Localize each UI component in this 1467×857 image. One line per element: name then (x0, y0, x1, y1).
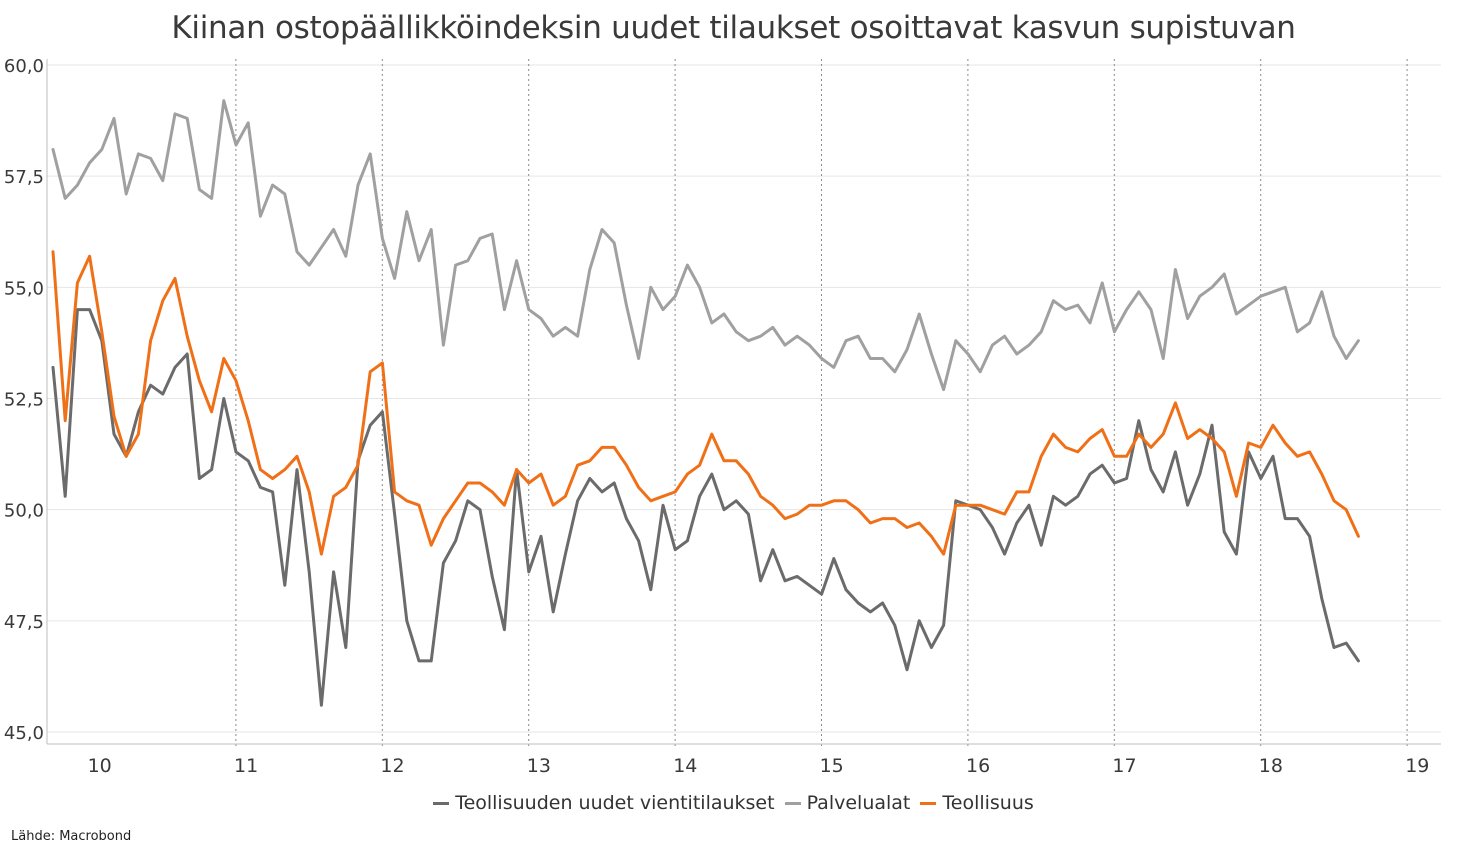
y-tick-label: 55,0 (4, 278, 44, 299)
x-tick-label: 17 (1112, 755, 1136, 777)
chart-title: Kiinan ostopäällikköindeksin uudet tilau… (171, 10, 1296, 46)
legend-label: Teollisuus (942, 792, 1034, 814)
y-tick-label: 50,0 (4, 501, 44, 522)
legend-item: Teollisuus (920, 792, 1034, 814)
y-tick-label: 47,5 (4, 612, 44, 633)
x-tick-label: 12 (380, 755, 404, 777)
legend-swatch (920, 801, 937, 805)
series-lines (51, 99, 1360, 707)
series-line (51, 99, 1360, 392)
series-line (51, 308, 1360, 707)
x-tick-label: 19 (1405, 755, 1429, 777)
source-note: Lähde: Macrobond (11, 829, 132, 844)
legend-item: Teollisuuden uudet vientitilaukset (433, 792, 775, 814)
x-axis: 10 11 12 13 14 15 16 17 18 19 (46, 59, 1441, 777)
legend-label: Teollisuuden uudet vientitilaukset (455, 792, 775, 814)
y-tick-label: 45,0 (4, 723, 44, 744)
legend-swatch (433, 801, 450, 805)
x-tick-label: 14 (673, 755, 697, 777)
grid-lines (47, 64, 1441, 733)
x-tick-label: 10 (88, 755, 112, 777)
y-axis: 45,0 47,5 50,0 52,5 55,0 57,5 60,0 (4, 56, 44, 744)
y-tick-label: 57,5 (4, 167, 44, 188)
x-tick-label: 16 (966, 755, 990, 777)
x-tick-label: 15 (820, 755, 844, 777)
series-line (51, 250, 1360, 556)
legend: Teollisuuden uudet vientitilaukset Palvel… (0, 792, 1467, 814)
x-tick-label: 13 (527, 755, 551, 777)
year-separators (235, 59, 1408, 748)
line-chart: 45,047,550,052,555,057,560,0 10 11 12 13 14 1… (4, 56, 1441, 777)
legend-item: Palvelualat (784, 792, 911, 814)
legend-swatch (784, 801, 801, 805)
y-tick-label: 60,0 (4, 56, 44, 77)
x-tick-label: 18 (1259, 755, 1283, 777)
x-tick-label: 11 (234, 755, 258, 777)
legend-label: Palvelualat (806, 792, 911, 814)
y-tick-label: 52,5 (4, 390, 44, 411)
